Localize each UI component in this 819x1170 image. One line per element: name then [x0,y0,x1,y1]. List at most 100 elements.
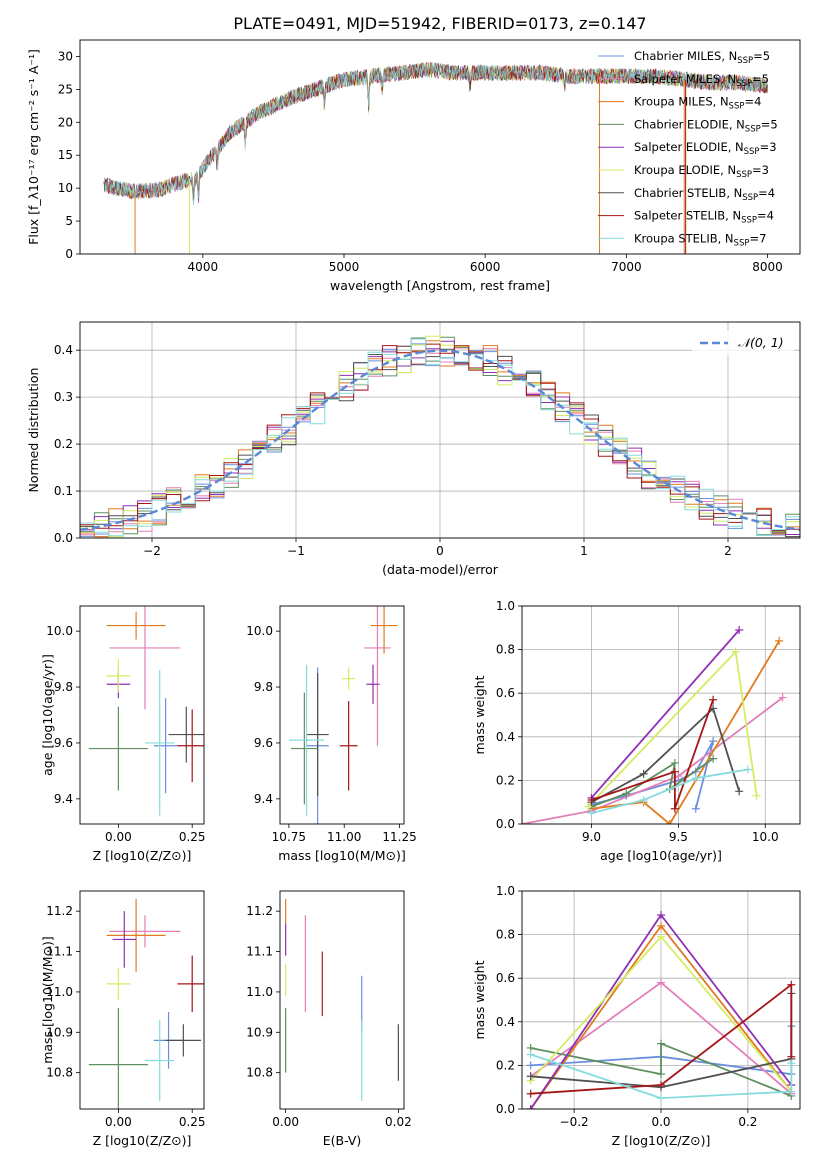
x-tick-label: 2 [724,544,732,558]
y-tick-label: 20 [58,115,73,129]
weight-marker [526,1105,535,1109]
y-tick-label: 0.2 [496,1058,515,1072]
weight-marker [787,1087,796,1096]
weight-line [591,699,714,810]
y-tick-label: 0.2 [54,437,73,451]
age-vs-z-panel: 0.00 0.25 9.4 9.6 9.8 10.0 Z [log10(Z/Z⊙)] age … [40,605,206,863]
weight-marker [735,625,744,634]
weight-marker [752,791,761,800]
weight-marker [584,802,593,811]
x-axis-label: Z [log10(Z/Z⊙)] [612,1133,711,1148]
plot-area [80,335,800,538]
y-tick-label: 9.6 [54,736,73,750]
x-tick-label: −1 [287,544,305,558]
y-tick-label: 9.8 [254,680,273,694]
y-tick-label: 0.6 [496,971,515,985]
weight-marker [735,787,744,796]
y-tick-label: 0.1 [54,484,73,498]
y-axis-label: Flux [f_λ10⁻¹⁷ erg cm⁻² s⁻¹ A⁻¹] [26,49,41,245]
x-axis-label: Z [log10(Z/Z⊙)] [93,848,192,863]
y-tick-label: 9.8 [54,680,73,694]
weight-marker [670,767,679,776]
x-tick-label: 8000 [752,260,783,274]
y-tick-label: 11.0 [246,985,273,999]
x-tick-label: 9.0 [582,830,601,844]
y-tick-label: 15 [58,148,73,162]
y-tick-label: 1.0 [496,599,515,613]
weight-line [522,696,784,824]
y-tick-label: 10.9 [46,1025,73,1039]
weight-marker [657,1081,665,1090]
x-tick-label: 7000 [611,260,642,274]
x-tick-label: 10.0 [752,830,779,844]
x-tick-label: 0.2 [738,1115,757,1129]
y-tick-label: 0.2 [496,773,515,787]
legend-entry: Salpeter ELODIE, NSSP=3 [634,140,777,157]
weight-marker [691,804,700,813]
y-tick-label: 25 [58,82,73,96]
weight-marker [657,1070,665,1079]
mass-vs-ebv-panel: 0.00 0.02 10.8 10.9 11.0 11.1 11.2 E(B-V) [246,890,412,1148]
axes-frame [79,890,205,1110]
x-tick-label: 0 [436,544,444,558]
weight-marker [657,1039,665,1048]
legend-entry: 𝒩(0, 1) [738,335,784,350]
plot-area [285,899,399,1101]
y-tick-label: 10 [58,181,73,195]
plot-area [522,625,787,824]
legend-entry: Kroupa STELIB, NSSP=7 [634,231,766,248]
x-axis-label: E(B-V) [323,1133,362,1148]
weight-marker [587,809,596,818]
weight-line [530,1053,793,1099]
weight-marker [622,789,631,798]
x-tick-label: 0.25 [179,1115,206,1129]
spectrum-line [103,62,768,206]
plot-area [88,899,204,1109]
histogram-step [80,335,800,538]
weight-marker [787,980,796,989]
x-tick-label: −2 [143,544,161,558]
y-tick-label: 1.0 [496,884,515,898]
plot-area [288,606,398,824]
weight-marker [775,636,784,645]
x-tick-label: 1 [580,544,588,558]
weight-marker [526,1072,535,1081]
x-tick-label: 11.00 [327,830,361,844]
weight-marker [587,796,596,805]
y-tick-label: 11.1 [46,945,73,959]
y-tick-label: 5 [65,214,73,228]
y-tick-label: 11.0 [46,985,73,999]
weight-line [591,640,780,824]
y-tick-label: 9.4 [54,792,73,806]
age-vs-mass-panel: 10.75 11.00 11.25 9.4 9.6 9.8 10.0 mass [log10(… [246,605,417,863]
y-tick-label: 9.4 [254,792,273,806]
x-axis-label: (data-model)/error [382,562,499,577]
y-tick-label: 0.0 [496,1102,515,1116]
weight-vs-z-panel: −0.2 0.0 0.2 0.0 0.2 0.4 0.6 0.8 1.0 Z [log10(Z/Z… [472,884,801,1148]
y-tick-label: 0.4 [496,1015,515,1029]
y-tick-label: 11.2 [46,904,73,918]
residuals-panel: −2 −1 0 1 2 0.0 0.1 0.2 0.3 0.4 (data-model)/error… [26,321,801,577]
y-axis-label: mass weight [472,960,487,1039]
y-tick-label: 0.8 [496,643,515,657]
y-tick-label: 30 [58,49,73,63]
y-tick-label: 10.0 [46,624,73,638]
weight-marker [665,820,674,824]
plot-area [88,606,204,816]
weight-marker [639,769,648,778]
legend-box [692,330,794,356]
x-tick-label: −0.2 [560,1115,589,1129]
normal-reference-curve [80,349,800,531]
x-axis-label: mass [log10(M/M⊙)] [278,848,406,863]
weight-line [591,768,749,814]
x-tick-label: 0.00 [272,1115,299,1129]
y-tick-label: 10.8 [46,1066,73,1080]
weight-marker [657,921,665,930]
weight-marker [691,774,700,783]
x-tick-label: 0.0 [651,1115,670,1129]
weight-marker [670,804,679,813]
x-tick-label: 0.00 [105,1115,132,1129]
weight-line [530,1042,792,1097]
weight-marker [743,765,752,774]
axes-frame [521,605,801,825]
